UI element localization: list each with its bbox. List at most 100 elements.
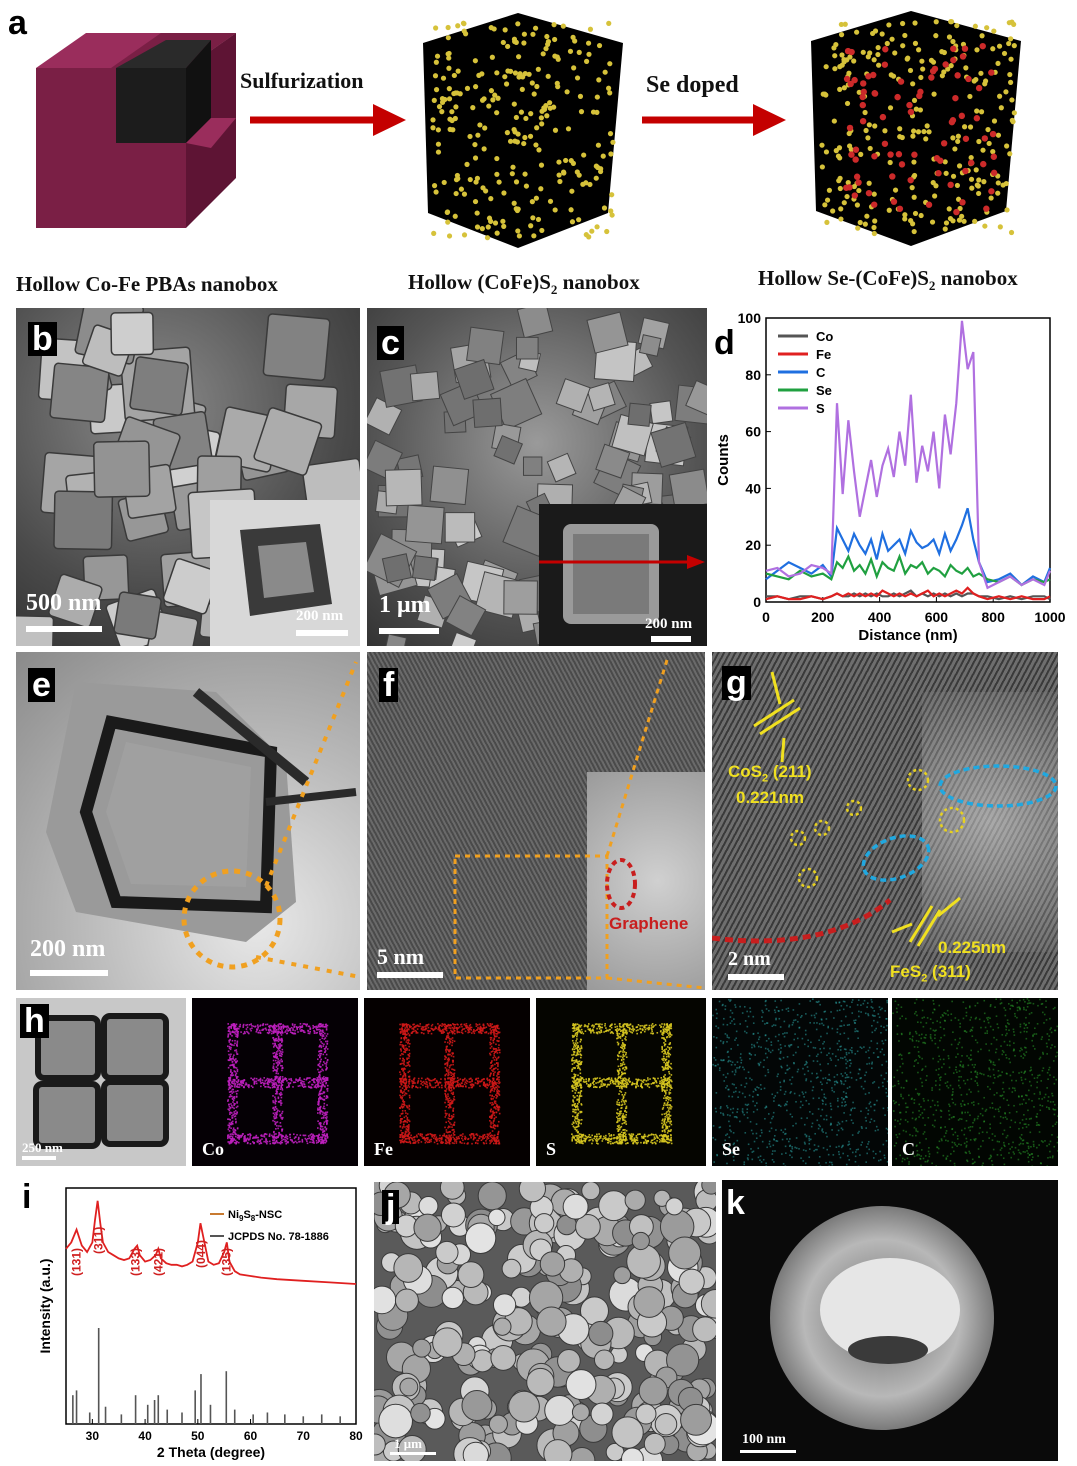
panel-e-tem-image: e 200 nm [16, 652, 360, 990]
tem-inset-b: 200 nm [210, 500, 360, 646]
se-map-label: Se [722, 1139, 740, 1160]
peak-label: (311) [92, 1227, 106, 1254]
eds-map-fe: Fe [364, 998, 530, 1166]
legend-label: Ni9S8-NSC [228, 1209, 282, 1223]
y-tick-label: 20 [745, 537, 761, 553]
series-line-c [766, 508, 1050, 585]
x-tick-label: 30 [86, 1429, 100, 1443]
fes2-spacing-label: 0.225nm [938, 938, 1006, 958]
hrtem-lattice-annotations [712, 652, 1058, 990]
legend-label: S [816, 401, 825, 416]
cofes2-nanobox-illustration [408, 8, 638, 253]
y-tick-label: 60 [745, 424, 761, 440]
panel-label-i: i [22, 1180, 31, 1214]
panel-c-sem-image: 200 nm c 1 μm [367, 308, 707, 646]
caption-se-cofes2-nanobox: Hollow Se-(CoFe)S2 nanobox [758, 266, 1018, 294]
scale-bar-e [30, 970, 108, 976]
line-scan-arrow [539, 552, 707, 572]
eds-map-s: S [536, 998, 706, 1166]
panel-label-f: f [379, 668, 398, 702]
inset-scale-label-b: 200 nm [296, 608, 343, 625]
c-map-label: C [902, 1139, 915, 1160]
panel-h-tem-image: h 250 nm [16, 998, 186, 1166]
panel-label-b: b [28, 322, 57, 356]
scale-label-b: 500 nm [26, 590, 101, 617]
co-map-label: Co [202, 1139, 224, 1160]
hrtem-annotations [367, 652, 705, 990]
y-axis-label: Intensity (a.u.) [37, 1259, 53, 1354]
legend-label: Se [816, 383, 832, 398]
panel-k-haadf-image: k 100 nm [722, 1180, 1058, 1461]
se-doped-arrow [640, 100, 790, 140]
graphene-annotation: Graphene [609, 914, 688, 934]
x-tick-label: 200 [811, 609, 835, 625]
x-tick-label: 600 [925, 609, 949, 625]
inset-scale-bar-b [296, 630, 348, 636]
panel-label-e: e [28, 668, 55, 702]
scale-bar-c [379, 628, 439, 634]
cos2-plane-label: CoS2 (211) [728, 762, 812, 784]
panel-label-j: j [382, 1190, 399, 1224]
step-sulfurization-label: Sulfurization [240, 68, 363, 94]
scale-label-g: 2 nm [728, 948, 771, 971]
plot-frame [66, 1188, 356, 1424]
panel-f-hrtem-image: Graphene f 5 nm [367, 652, 705, 990]
pba-cube-illustration [26, 28, 246, 248]
y-tick-label: 100 [738, 310, 762, 326]
c-map-pattern [892, 998, 1058, 1166]
cos2-spacing-label: 0.221nm [736, 788, 804, 808]
y-axis-label: Counts [715, 434, 732, 486]
series-line-s [766, 321, 1050, 588]
panel-j-sem-image: j 1 μm [374, 1182, 716, 1461]
panel-label-h: h [20, 1004, 49, 1038]
se-cofes2-nanobox-illustration [796, 6, 1036, 251]
panel-label-g: g [722, 666, 751, 700]
panel-b-sem-image: 200 nm b 500 nm [16, 308, 360, 646]
peak-label: (044) [194, 1240, 208, 1268]
xrd-pattern-chart: 30 40 50 60 70 80 2 Theta (degree) Intensity (a… [14, 1176, 366, 1461]
inset-scale-bar-c [651, 636, 691, 642]
legend-label: C [816, 365, 826, 380]
scale-bar-j [390, 1452, 436, 1455]
scale-label-f: 5 nm [377, 944, 424, 970]
scale-label-h: 250 nm [22, 1140, 63, 1156]
y-tick-label: 0 [753, 594, 761, 610]
series-line-se [766, 557, 1050, 585]
x-axis-label: 2 Theta (degree) [157, 1444, 265, 1460]
x-tick-label: 70 [297, 1429, 311, 1443]
plot-frame [766, 318, 1050, 602]
legend-label: Fe [816, 347, 831, 362]
x-axis-label: Distance (nm) [858, 627, 957, 644]
legend-label: JCPDS No. 78-1886 [228, 1231, 329, 1243]
scale-label-c: 1 μm [379, 592, 431, 619]
legend-label: Co [816, 329, 833, 344]
hollow-sphere [722, 1180, 1058, 1461]
caption-pba-nanobox: Hollow Co-Fe PBAs nanobox [16, 272, 278, 297]
x-tick-label: 400 [868, 609, 892, 625]
y-tick-label: 40 [745, 480, 761, 496]
scale-label-k: 100 nm [742, 1432, 786, 1448]
scale-bar-f [377, 972, 443, 978]
y-tick-label: 80 [745, 367, 761, 383]
x-tick-label: 60 [244, 1429, 258, 1443]
peak-label: (135) [219, 1248, 233, 1276]
eds-map-co: Co [192, 998, 358, 1166]
x-tick-label: 50 [191, 1429, 205, 1443]
x-tick-label: 80 [349, 1429, 363, 1443]
sem-inset-c: 200 nm [539, 504, 707, 646]
panel-label-d: d [714, 326, 735, 360]
panel-label-a: a [8, 6, 27, 40]
panel-i-chart: i 30 40 50 60 70 80 2 Theta (degree) Intensity … [14, 1176, 366, 1461]
fes2-plane-label: FeS2 (311) [890, 962, 971, 984]
sulfurization-arrow [248, 100, 408, 140]
scale-label-j: 1 μm [394, 1436, 422, 1452]
x-tick-label: 40 [138, 1429, 152, 1443]
scale-bar-h [22, 1156, 56, 1160]
x-tick-label: 1000 [1034, 609, 1065, 625]
inset-scale-label-c: 200 nm [645, 616, 692, 633]
s-map-label: S [546, 1139, 556, 1160]
scale-bar-g [728, 974, 784, 980]
scale-bar-k [740, 1450, 796, 1453]
